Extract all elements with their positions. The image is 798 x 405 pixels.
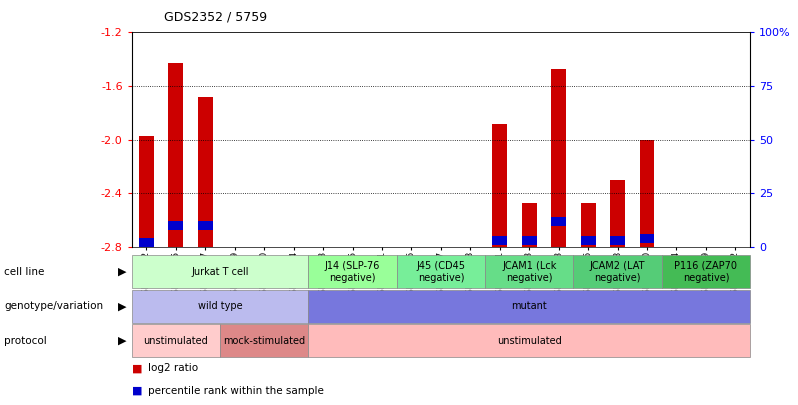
Text: unstimulated: unstimulated xyxy=(497,336,562,345)
Bar xyxy=(640,234,654,243)
Text: P116 (ZAP70
negative): P116 (ZAP70 negative) xyxy=(674,261,737,283)
Bar xyxy=(640,140,654,247)
Text: ▶: ▶ xyxy=(118,336,127,345)
Text: ▶: ▶ xyxy=(118,267,127,277)
Text: cell line: cell line xyxy=(4,267,45,277)
Text: J14 (SLP-76
negative): J14 (SLP-76 negative) xyxy=(325,261,380,283)
Bar xyxy=(610,180,625,247)
Bar xyxy=(551,217,566,226)
Text: GDS2352 / 5759: GDS2352 / 5759 xyxy=(164,10,267,23)
Text: JCAM2 (LAT
negative): JCAM2 (LAT negative) xyxy=(590,261,646,283)
Bar xyxy=(492,124,508,247)
Text: wild type: wild type xyxy=(198,301,243,311)
Text: mutant: mutant xyxy=(512,301,547,311)
Bar xyxy=(139,239,154,247)
Bar xyxy=(551,68,566,247)
Text: ■: ■ xyxy=(132,363,142,373)
Text: percentile rank within the sample: percentile rank within the sample xyxy=(148,386,323,396)
Bar xyxy=(139,136,154,247)
Text: protocol: protocol xyxy=(4,336,47,345)
Text: ■: ■ xyxy=(132,386,142,396)
Bar xyxy=(198,221,212,230)
Text: ▶: ▶ xyxy=(118,301,127,311)
Bar xyxy=(168,63,184,247)
Bar xyxy=(610,237,625,245)
Bar xyxy=(522,203,536,247)
Bar xyxy=(198,97,212,247)
Text: genotype/variation: genotype/variation xyxy=(4,301,103,311)
Bar xyxy=(581,203,595,247)
Bar xyxy=(492,237,508,245)
Text: Jurkat T cell: Jurkat T cell xyxy=(192,267,249,277)
Text: J45 (CD45
negative): J45 (CD45 negative) xyxy=(417,261,465,283)
Text: JCAM1 (Lck
negative): JCAM1 (Lck negative) xyxy=(502,261,556,283)
Bar xyxy=(522,237,536,245)
Text: mock-stimulated: mock-stimulated xyxy=(223,336,306,345)
Bar xyxy=(581,237,595,245)
Bar xyxy=(168,221,184,230)
Text: log2 ratio: log2 ratio xyxy=(148,363,198,373)
Text: unstimulated: unstimulated xyxy=(144,336,208,345)
